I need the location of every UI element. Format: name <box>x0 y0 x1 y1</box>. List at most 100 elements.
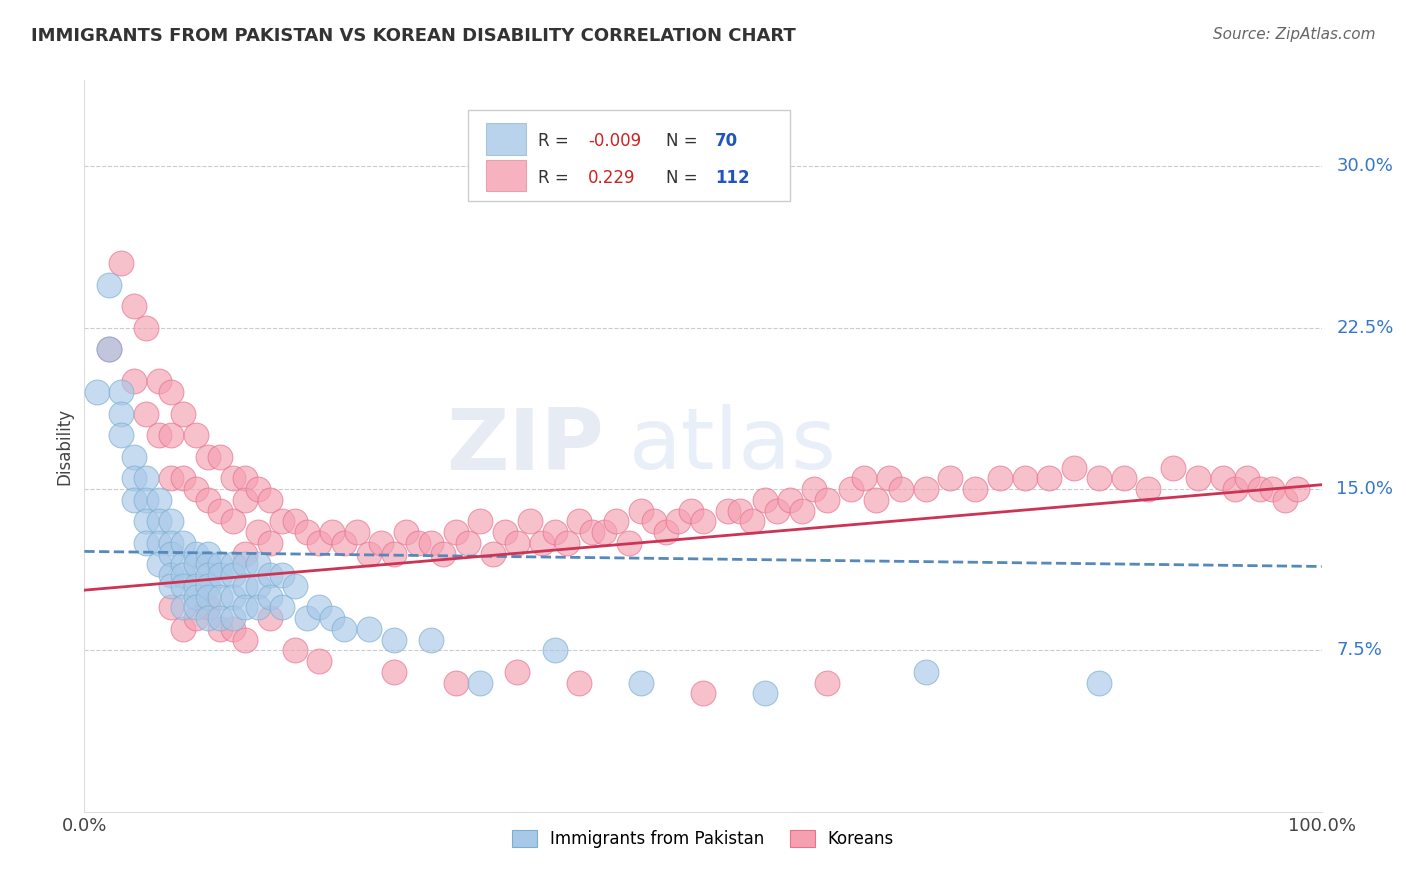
Point <box>259 590 281 604</box>
Point <box>841 482 863 496</box>
Point <box>197 568 219 582</box>
Point <box>246 482 269 496</box>
Point <box>246 600 269 615</box>
Point <box>531 536 554 550</box>
Text: R =: R = <box>538 132 569 150</box>
Point <box>135 320 157 334</box>
Point <box>321 611 343 625</box>
Point <box>184 579 207 593</box>
Legend: Immigrants from Pakistan, Koreans: Immigrants from Pakistan, Koreans <box>505 823 901 855</box>
Text: ZIP: ZIP <box>446 404 605 488</box>
Point <box>284 514 307 528</box>
Point <box>333 536 356 550</box>
Point <box>444 675 467 690</box>
Point <box>197 590 219 604</box>
Text: 112: 112 <box>716 169 749 186</box>
Point <box>172 536 194 550</box>
Point <box>160 547 183 561</box>
Point <box>605 514 627 528</box>
Point <box>172 579 194 593</box>
Text: N =: N = <box>666 169 697 186</box>
Point <box>259 611 281 625</box>
Point <box>184 428 207 442</box>
Point <box>754 686 776 700</box>
Point <box>444 524 467 539</box>
Point <box>419 632 441 647</box>
Point <box>555 536 578 550</box>
Point <box>197 450 219 464</box>
Point <box>506 536 529 550</box>
Point <box>481 547 503 561</box>
Point <box>122 299 145 313</box>
Text: -0.009: -0.009 <box>588 132 641 150</box>
Point <box>519 514 541 528</box>
Point <box>222 568 245 582</box>
Point <box>98 342 121 356</box>
Point <box>233 600 256 615</box>
Point <box>148 558 170 572</box>
Point <box>160 385 183 400</box>
Text: Source: ZipAtlas.com: Source: ZipAtlas.com <box>1212 27 1375 42</box>
Point <box>122 375 145 389</box>
Point <box>209 450 232 464</box>
Point <box>494 524 516 539</box>
FancyBboxPatch shape <box>486 160 526 192</box>
Point <box>222 611 245 625</box>
Point <box>246 524 269 539</box>
Text: 70: 70 <box>716 132 738 150</box>
Point <box>172 471 194 485</box>
Point <box>246 579 269 593</box>
Point <box>209 611 232 625</box>
Point <box>197 547 219 561</box>
Point <box>308 600 330 615</box>
Text: 22.5%: 22.5% <box>1337 318 1393 336</box>
Point <box>222 471 245 485</box>
Point <box>779 492 801 507</box>
FancyBboxPatch shape <box>468 110 790 201</box>
Point <box>1212 471 1234 485</box>
Point <box>222 514 245 528</box>
Point <box>357 622 380 636</box>
Point <box>395 524 418 539</box>
Point <box>160 471 183 485</box>
Point <box>122 450 145 464</box>
Point <box>148 492 170 507</box>
Point <box>470 675 492 690</box>
Point <box>98 342 121 356</box>
Point <box>172 600 194 615</box>
Point <box>184 482 207 496</box>
Point <box>184 558 207 572</box>
Text: R =: R = <box>538 169 569 186</box>
Point <box>209 568 232 582</box>
Point <box>135 471 157 485</box>
Point <box>666 514 689 528</box>
Point <box>284 643 307 657</box>
Point <box>1014 471 1036 485</box>
Point <box>259 536 281 550</box>
Point <box>470 514 492 528</box>
Point <box>295 524 318 539</box>
Point <box>233 492 256 507</box>
Point <box>172 568 194 582</box>
Point <box>1137 482 1160 496</box>
Point <box>184 600 207 615</box>
Point <box>506 665 529 679</box>
Point <box>617 536 640 550</box>
Point <box>568 675 591 690</box>
Point <box>877 471 900 485</box>
Point <box>382 632 405 647</box>
Point <box>135 536 157 550</box>
Point <box>852 471 875 485</box>
Point <box>197 600 219 615</box>
Point <box>110 407 132 421</box>
Point <box>593 524 616 539</box>
Point <box>110 428 132 442</box>
Point <box>766 503 789 517</box>
Point <box>357 547 380 561</box>
Point <box>790 503 813 517</box>
Point <box>679 503 702 517</box>
Point <box>160 514 183 528</box>
Point <box>148 536 170 550</box>
Point <box>382 547 405 561</box>
Point <box>271 568 294 582</box>
